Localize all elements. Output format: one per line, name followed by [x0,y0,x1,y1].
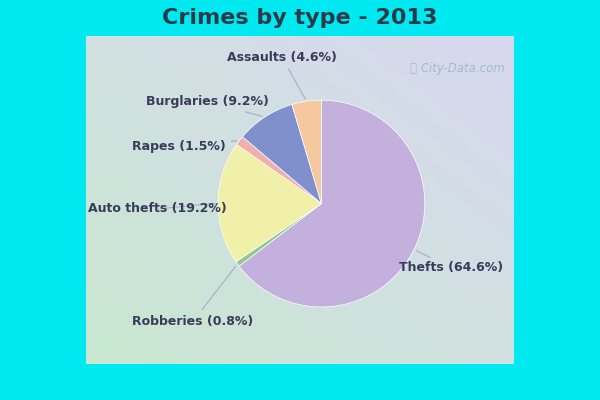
Wedge shape [292,100,322,204]
Wedge shape [242,104,322,204]
Text: ⓘ City-Data.com: ⓘ City-Data.com [410,62,505,75]
Wedge shape [218,144,322,262]
Text: Thefts (64.6%): Thefts (64.6%) [400,251,503,274]
Text: Assaults (4.6%): Assaults (4.6%) [227,51,337,99]
Text: Rapes (1.5%): Rapes (1.5%) [132,140,236,153]
Wedge shape [236,137,322,204]
Wedge shape [236,204,322,266]
Text: Robberies (0.8%): Robberies (0.8%) [133,266,254,328]
Text: Auto thefts (19.2%): Auto thefts (19.2%) [88,202,227,216]
Text: Crimes by type - 2013: Crimes by type - 2013 [163,8,437,28]
Wedge shape [239,100,425,307]
Text: Burglaries (9.2%): Burglaries (9.2%) [146,96,269,116]
